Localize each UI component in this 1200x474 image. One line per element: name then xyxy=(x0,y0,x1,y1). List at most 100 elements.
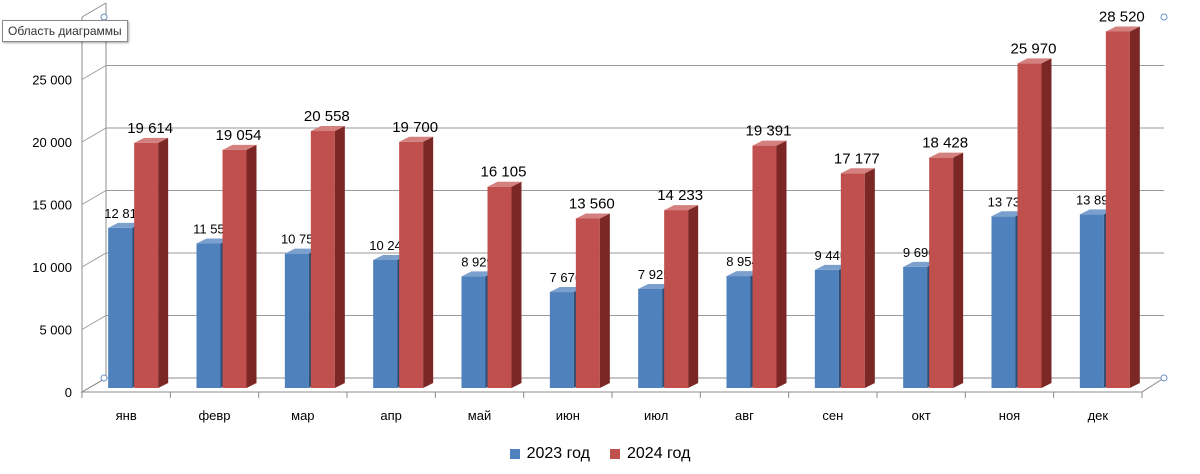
bar-2024-front xyxy=(929,157,954,388)
legend-label-2023: 2023 год xyxy=(526,445,590,462)
data-label: 9 690 xyxy=(903,245,936,260)
selection-handle xyxy=(100,374,108,382)
wall-top-edge xyxy=(81,2,107,18)
bar-side xyxy=(158,137,169,388)
bar-2023-front xyxy=(549,292,574,388)
y-tick-label: 0 xyxy=(65,385,72,400)
bar-2024-front xyxy=(664,210,689,388)
data-label: 9 446 xyxy=(815,248,848,263)
gridline-side xyxy=(81,252,107,268)
bar-2023-front xyxy=(373,259,398,388)
bar-top xyxy=(134,137,169,143)
y-tick-label: 15 000 xyxy=(32,198,72,213)
bar-side xyxy=(599,213,610,388)
y-tick-label: 20 000 xyxy=(32,135,72,150)
y-tick-label: 5 000 xyxy=(39,323,72,338)
bar-2023-front xyxy=(991,216,1016,388)
data-label: 7 676 xyxy=(550,270,583,285)
bar-2023-front xyxy=(814,269,839,388)
data-label: 19 700 xyxy=(392,119,438,136)
bar-top xyxy=(310,126,345,132)
x-tick-label: апр xyxy=(380,408,402,423)
bar-top xyxy=(373,254,408,260)
x-tick-label: мар xyxy=(291,408,314,423)
bar-top xyxy=(284,248,319,254)
bar-top xyxy=(461,271,496,277)
data-label: 16 105 xyxy=(481,164,527,181)
x-tick-label: июн xyxy=(556,408,580,423)
selection-handle xyxy=(1160,13,1168,21)
bar-top xyxy=(487,181,522,187)
selection-handle xyxy=(1160,374,1168,382)
bar-top xyxy=(1105,26,1140,32)
bar-top xyxy=(903,261,938,267)
bar-top xyxy=(814,264,849,270)
data-label: 13 736 xyxy=(988,194,1028,209)
bar-top xyxy=(638,283,673,289)
bar-2024-front xyxy=(752,145,777,388)
bar-side xyxy=(953,152,964,388)
bar-top xyxy=(929,152,964,158)
data-label: 13 891 xyxy=(1076,192,1116,207)
data-label: 11 558 xyxy=(193,222,232,237)
data-label: 18 428 xyxy=(922,135,968,152)
bar-top xyxy=(399,136,434,142)
bar-top xyxy=(549,287,584,293)
data-label: 19 054 xyxy=(216,127,262,144)
bar-2023-front xyxy=(461,276,486,388)
data-label: 10 751 xyxy=(281,232,321,247)
bar-2024-front xyxy=(134,142,159,388)
bar-2024-front xyxy=(1017,63,1042,388)
bar-2024-front xyxy=(487,186,512,388)
data-label: 28 520 xyxy=(1099,9,1145,26)
bar-2023-front xyxy=(1079,214,1104,388)
gridline-side xyxy=(81,65,107,80)
legend-swatch-2023 xyxy=(509,449,520,459)
bar-2023-front xyxy=(726,276,751,388)
bar-side xyxy=(246,144,257,388)
x-tick-label: янв xyxy=(116,408,137,423)
bar-2024-front xyxy=(575,218,600,388)
data-label: 19 614 xyxy=(127,120,173,137)
x-tick-label: июл xyxy=(644,408,668,423)
bar-2023-front xyxy=(284,253,309,388)
bar-top xyxy=(575,213,610,219)
data-label: 14 233 xyxy=(657,187,703,204)
bar-top xyxy=(222,144,257,150)
data-label: 8 929 xyxy=(461,254,494,269)
bar-2023-front xyxy=(108,227,133,388)
x-tick-label: дек xyxy=(1088,408,1109,423)
bar-side xyxy=(334,126,345,389)
bar-top xyxy=(991,211,1026,217)
legend-swatch-2024 xyxy=(610,449,620,459)
x-tick-label: ноя xyxy=(999,408,1020,423)
data-label: 12 812 xyxy=(104,206,144,221)
x-tick-label: окт xyxy=(912,408,931,423)
legend-label-2024: 2024 год xyxy=(627,445,691,462)
legend-item-2024[interactable]: 2024 год xyxy=(610,444,690,464)
bar-2023-front xyxy=(196,243,221,388)
bar-2023-front xyxy=(903,266,928,388)
legend[interactable]: 2023 год 2024 год xyxy=(0,444,1200,464)
data-label: 20 558 xyxy=(304,108,350,125)
data-label: 10 242 xyxy=(369,238,409,253)
legend-item-2023[interactable]: 2023 год xyxy=(509,444,590,464)
bar-top xyxy=(1017,58,1052,64)
chart-area-tooltip: Область диаграммы xyxy=(2,20,128,42)
bar-side xyxy=(423,136,434,388)
bar-side xyxy=(688,205,699,388)
bar-side xyxy=(776,140,787,388)
bar-2024-front xyxy=(310,131,335,388)
bar-side xyxy=(1129,26,1140,388)
x-tick-label: авг xyxy=(735,408,754,423)
bar-top xyxy=(196,238,231,244)
gridline-side xyxy=(81,127,107,143)
bar-top xyxy=(1079,209,1114,215)
data-label: 7 925 xyxy=(638,267,671,282)
bar-top xyxy=(108,222,143,228)
bar-2024-front xyxy=(222,149,247,388)
y-tick-label: 25 000 xyxy=(32,73,72,88)
gridline-side xyxy=(81,315,107,330)
